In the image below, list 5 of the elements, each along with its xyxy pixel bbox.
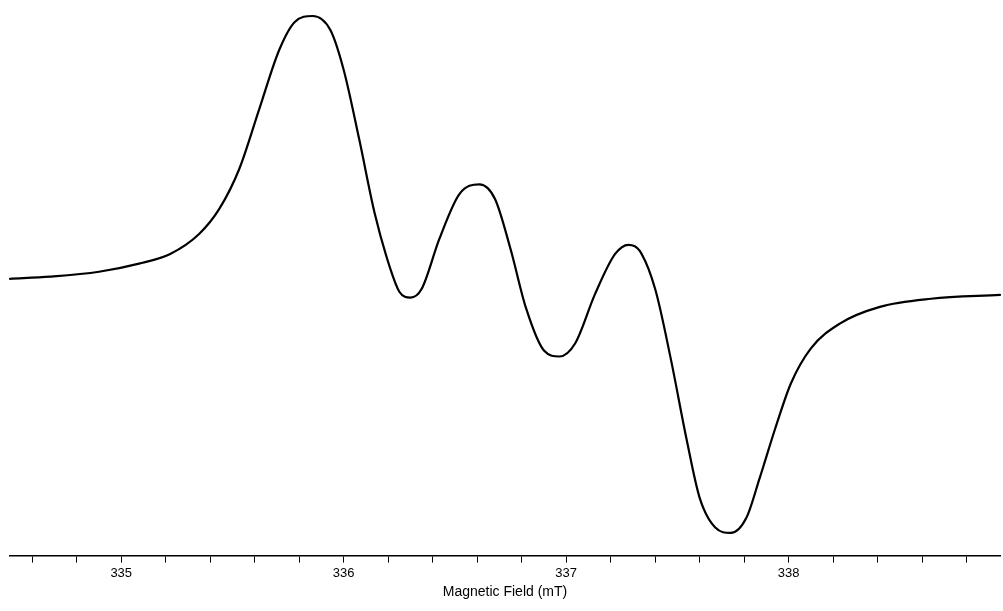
- x-axis-title: Magnetic Field (mT): [442, 583, 568, 600]
- x-tick-label: 338: [777, 564, 800, 580]
- x-tick-label: 336: [332, 564, 355, 580]
- x-tick-label: 335: [110, 564, 133, 580]
- x-tick-label: 337: [555, 564, 578, 580]
